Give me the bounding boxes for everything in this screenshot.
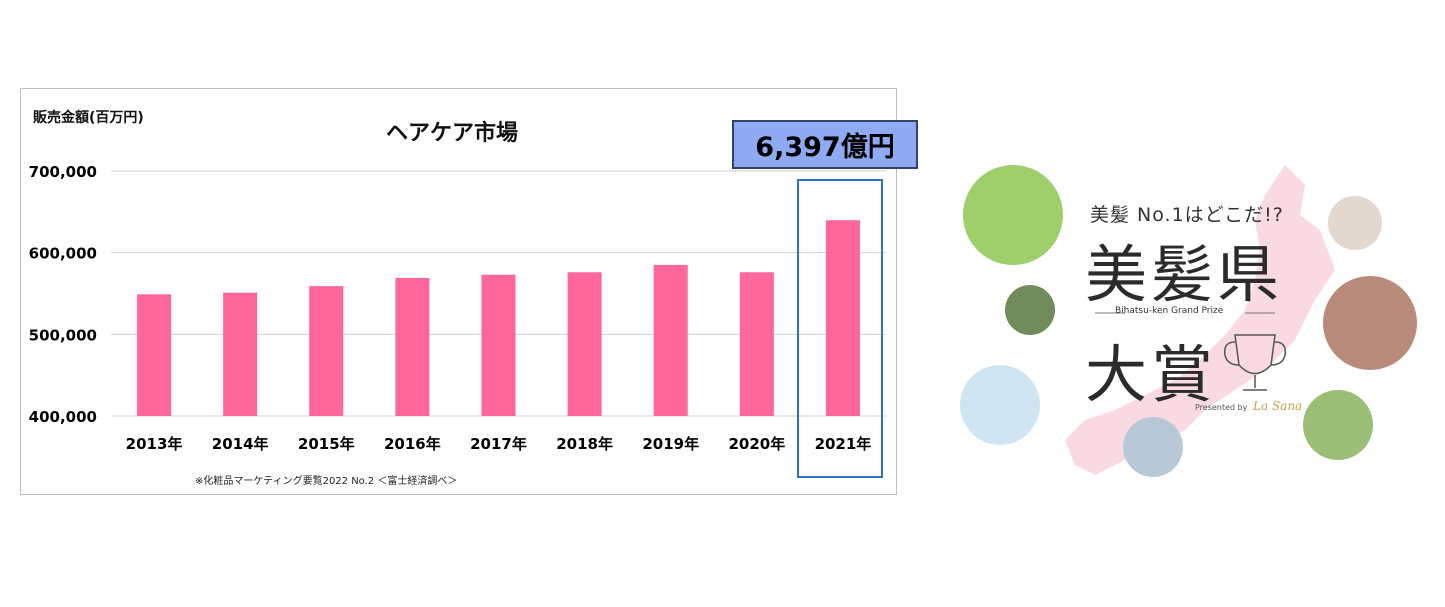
promo-subtitle: Bihatsu-ken Grand Prize (1115, 306, 1224, 316)
promo-brand: La Sana (1253, 399, 1303, 413)
portrait-circle (1123, 417, 1183, 477)
y-tick-label: 600,000 (29, 245, 97, 263)
portrait-circle (1303, 390, 1373, 460)
bar (223, 292, 258, 416)
highlight-2021-box (797, 179, 883, 478)
x-tick-label: 2018年 (556, 435, 613, 453)
x-tick-label: 2013年 (126, 435, 183, 453)
bar (653, 264, 688, 416)
source-note: ※化粧品マーケティング要覧2022 No.2 ＜富士経済調べ＞ (195, 476, 458, 487)
bar (739, 272, 774, 416)
bihatsu-ken-promo-banner: 美髪 No.1はどこだ!? 美髪県 Bihatsu-ken Grand Priz… (955, 160, 1425, 495)
portrait-circle (1323, 276, 1417, 370)
promo-artwork (960, 165, 1417, 477)
y-tick-label: 500,000 (29, 326, 97, 344)
x-tick-label: 2019年 (642, 435, 699, 453)
x-tick-label: 2020年 (728, 435, 785, 453)
promo-presented-by: Presented by (1195, 403, 1248, 412)
market-size-callout: 6,397億円 (732, 120, 918, 169)
y-axis-unit-label: 販売金額(百万円) (33, 110, 144, 126)
bar (567, 272, 602, 416)
portrait-circle (1005, 285, 1055, 335)
bar (137, 294, 172, 416)
portrait-circle (963, 165, 1063, 265)
chart-title: ヘアケア市場 (386, 121, 519, 146)
portrait-circle (1328, 196, 1382, 250)
japan-map-silhouette (1065, 165, 1335, 475)
x-tick-label: 2021年 (815, 435, 872, 453)
promo-tagline: 美髪 No.1はどこだ!? (1090, 204, 1284, 226)
x-tick-label: 2014年 (212, 435, 269, 453)
promo-title-line1: 美髪県 (1085, 238, 1284, 311)
bar-chart: 700,000 600,000 500,000 400,000 2013年 2014年 20… (29, 163, 886, 453)
bar (481, 274, 516, 416)
x-tick-label: 2015年 (298, 435, 355, 453)
portrait-circle (960, 365, 1040, 445)
bar (309, 286, 344, 416)
x-tick-label: 2016年 (384, 435, 441, 453)
y-tick-label: 400,000 (29, 408, 97, 426)
bar (395, 277, 430, 416)
bar (825, 220, 860, 416)
y-tick-label: 700,000 (29, 163, 97, 181)
trophy-icon (1223, 334, 1287, 391)
x-tick-label: 2017年 (470, 435, 527, 453)
promo-title-line2: 大賞 (1085, 338, 1218, 411)
